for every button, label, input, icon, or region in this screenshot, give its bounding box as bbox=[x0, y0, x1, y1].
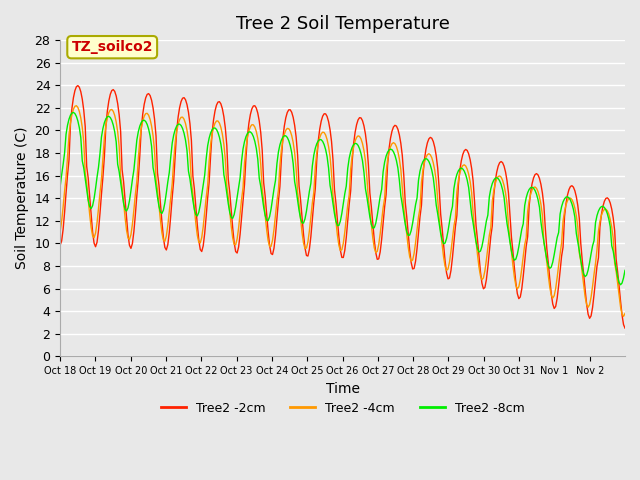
Tree2 -4cm bbox=[72, 103, 80, 108]
Tree2 -8cm bbox=[348, 144, 356, 150]
X-axis label: Time: Time bbox=[326, 382, 360, 396]
Tree2 -4cm bbox=[460, 162, 468, 168]
Tree2 -4cm bbox=[618, 311, 626, 317]
Text: TZ_soilco2: TZ_soilco2 bbox=[72, 40, 153, 54]
Tree2 -8cm bbox=[620, 275, 627, 281]
Line: Tree2 -2cm: Tree2 -2cm bbox=[60, 85, 625, 328]
Tree2 -8cm bbox=[617, 282, 625, 288]
Tree2 -2cm bbox=[56, 242, 64, 248]
Tree2 -2cm bbox=[621, 325, 629, 331]
Tree2 -8cm bbox=[460, 168, 468, 174]
Tree2 -4cm bbox=[95, 205, 102, 211]
Tree2 -8cm bbox=[70, 109, 77, 115]
Tree2 -2cm bbox=[460, 148, 468, 154]
Tree2 -2cm bbox=[77, 89, 84, 95]
Y-axis label: Soil Temperature (C): Soil Temperature (C) bbox=[15, 127, 29, 269]
Tree2 -8cm bbox=[77, 135, 84, 141]
Tree2 -4cm bbox=[545, 273, 552, 278]
Line: Tree2 -8cm: Tree2 -8cm bbox=[60, 112, 625, 285]
Line: Tree2 -4cm: Tree2 -4cm bbox=[60, 106, 625, 316]
Tree2 -4cm bbox=[77, 115, 84, 121]
Tree2 -8cm bbox=[56, 183, 64, 189]
Title: Tree 2 Soil Temperature: Tree 2 Soil Temperature bbox=[236, 15, 449, 33]
Tree2 -4cm bbox=[621, 311, 629, 316]
Tree2 -2cm bbox=[618, 312, 626, 318]
Tree2 -2cm bbox=[348, 159, 356, 165]
Tree2 -2cm bbox=[545, 260, 552, 266]
Tree2 -8cm bbox=[621, 267, 629, 273]
Legend: Tree2 -2cm, Tree2 -4cm, Tree2 -8cm: Tree2 -2cm, Tree2 -4cm, Tree2 -8cm bbox=[156, 396, 529, 420]
Tree2 -4cm bbox=[620, 313, 627, 319]
Tree2 -4cm bbox=[56, 229, 64, 235]
Tree2 -2cm bbox=[95, 228, 102, 233]
Tree2 -4cm bbox=[348, 153, 356, 158]
Tree2 -2cm bbox=[74, 83, 82, 88]
Tree2 -8cm bbox=[95, 164, 102, 170]
Tree2 -8cm bbox=[545, 263, 552, 269]
